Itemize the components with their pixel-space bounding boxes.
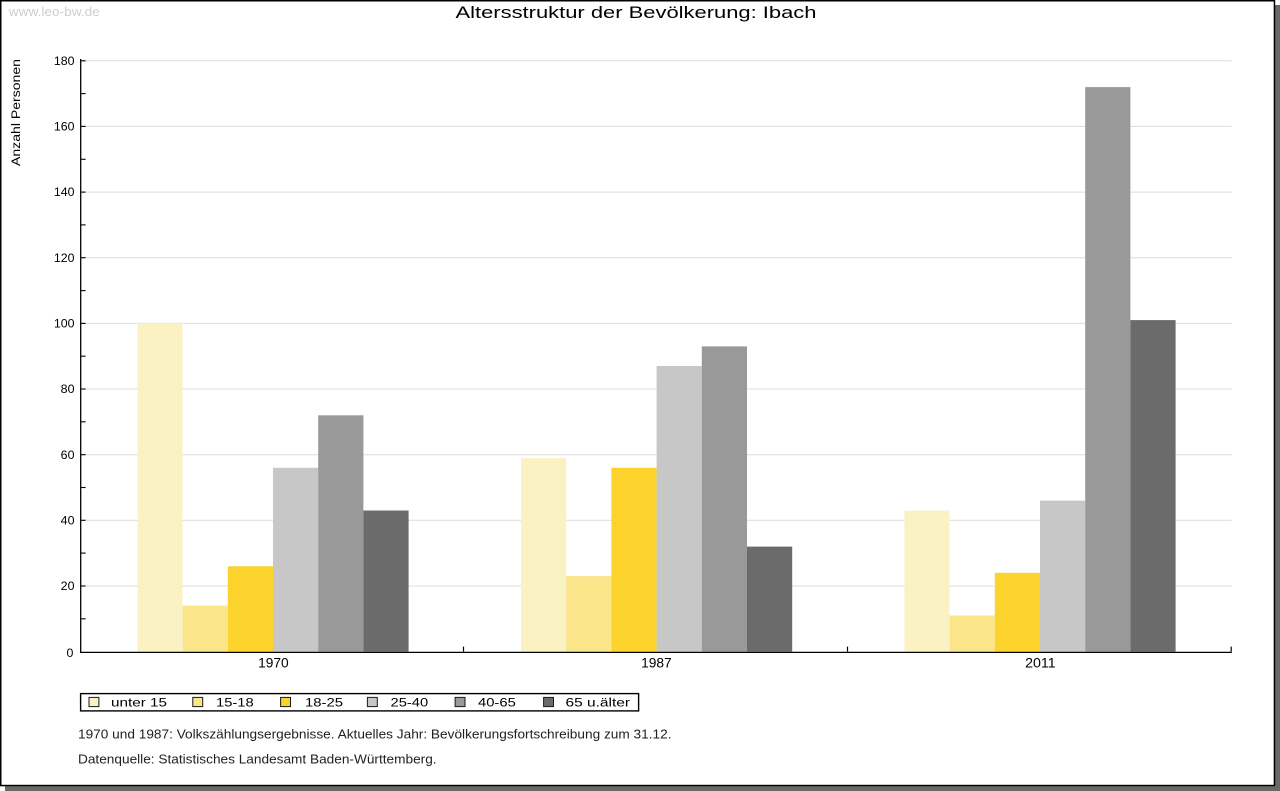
svg-text:60: 60 [61,450,75,462]
svg-text:Datenquelle: Statistisches Lan: Datenquelle: Statistisches Landesamt Bad… [78,752,437,766]
svg-text:120: 120 [54,253,75,265]
svg-text:18-25: 18-25 [305,697,343,709]
svg-text:0: 0 [67,648,74,660]
svg-text:160: 160 [54,122,75,134]
svg-text:unter 15: unter 15 [111,697,167,709]
svg-text:1970: 1970 [258,656,289,671]
svg-text:15-18: 15-18 [216,697,254,709]
svg-text:25-40: 25-40 [391,697,429,709]
svg-text:www.leo-bw.de: www.leo-bw.de [8,4,100,19]
svg-text:40-65: 40-65 [478,697,516,709]
svg-text:65 u.älter: 65 u.älter [566,697,631,709]
svg-text:1987: 1987 [641,656,672,671]
svg-text:40: 40 [61,515,75,527]
svg-text:100: 100 [54,319,75,331]
svg-text:1970 und 1987: Volkszählungser: 1970 und 1987: Volkszählungsergebnisse. … [78,728,672,742]
svg-text:Altersstruktur der Bevölkerung: Altersstruktur der Bevölkerung: Ibach [456,4,817,22]
svg-text:20: 20 [61,581,75,593]
svg-text:80: 80 [61,384,75,396]
svg-text:Anzahl Personen: Anzahl Personen [9,59,23,166]
svg-text:140: 140 [54,187,75,199]
svg-text:180: 180 [54,56,75,68]
svg-text:2011: 2011 [1025,656,1056,671]
